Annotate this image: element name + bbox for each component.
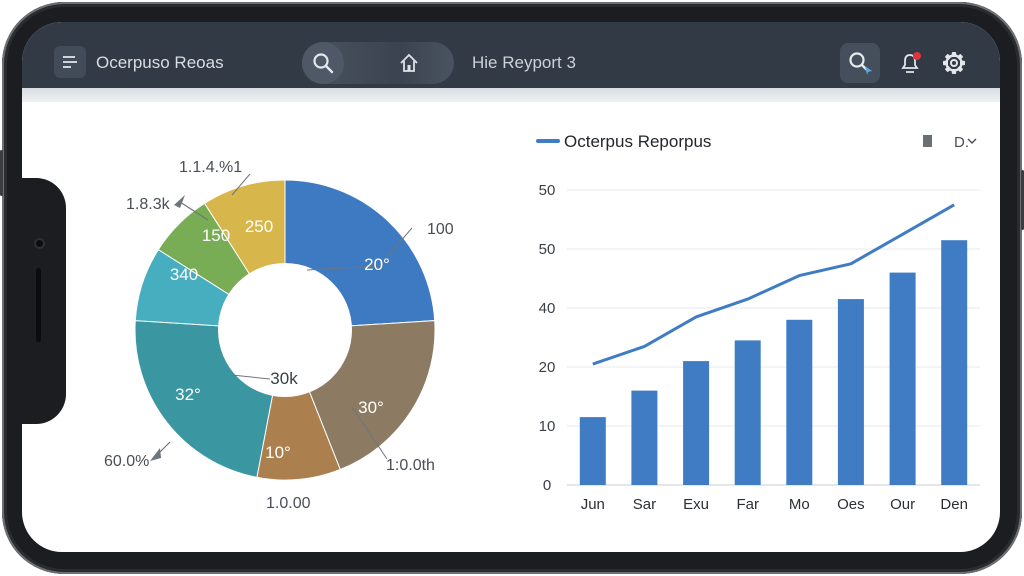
bar — [889, 272, 916, 485]
center-label: 30k — [270, 369, 298, 388]
x-tick-label: Oes — [837, 496, 865, 513]
slice-label: 32° — [175, 385, 201, 404]
annotation-label: 60.0% — [104, 453, 149, 470]
annotation-label: 1.1.4.%1 — [179, 159, 242, 176]
bar — [683, 361, 710, 485]
pie-slice — [256, 328, 341, 481]
series-line — [592, 203, 955, 366]
slice-label: 340 — [170, 265, 198, 284]
header-divider — [22, 88, 1000, 102]
slice-label: 150 — [202, 226, 230, 245]
power-button — [1021, 170, 1024, 230]
chevron-down-icon — [967, 138, 977, 144]
x-tick-label: Den — [940, 496, 968, 513]
home-icon — [400, 53, 418, 72]
x-tick-label: Mo — [789, 496, 810, 513]
menu-icon — [63, 56, 77, 68]
leader-line — [378, 227, 413, 267]
app-screen: Ocerpuso Reoas Hie Reyport 3 — [22, 22, 1000, 552]
bar — [941, 240, 968, 485]
y-tick-label: 20 — [539, 359, 556, 376]
notification-icon — [901, 52, 921, 73]
gear-icon — [943, 52, 965, 74]
y-tick-label: 50 — [539, 182, 556, 199]
slice-label: 250 — [245, 217, 273, 236]
menu-button[interactable] — [54, 46, 86, 78]
slice-label: 10° — [265, 443, 291, 462]
x-tick-label: Sar — [633, 496, 656, 513]
annotation-label: 1.8.3k — [126, 196, 171, 213]
y-tick-label: 40 — [539, 300, 556, 317]
settings-button[interactable] — [934, 43, 974, 83]
arrow-icon — [174, 195, 185, 208]
annotation-label: 1:0.0th — [386, 457, 435, 474]
bar — [734, 340, 761, 485]
leader-line — [179, 201, 209, 221]
camera-icon — [34, 238, 45, 249]
search-action-button[interactable] — [840, 43, 880, 83]
bar-line-chart: Octerpus Reporpus D. 0 10 20 40 50 50 Jun Sar E… — [536, 132, 980, 513]
app-header: Ocerpuso Reoas Hie Reyport 3 — [22, 22, 1000, 88]
y-tick-label: 50 — [539, 241, 556, 258]
search-icon — [313, 53, 334, 74]
search-button[interactable] — [302, 42, 344, 84]
annotation-label: 1.0.00 — [266, 495, 311, 512]
search-icon — [849, 52, 872, 75]
slice-label: 30° — [358, 398, 384, 417]
leader-line — [231, 374, 271, 380]
bar — [837, 299, 864, 485]
slice-label: 20° — [364, 255, 390, 274]
speaker-grille — [36, 268, 41, 342]
annotation-label: 100 — [427, 221, 454, 238]
notifications-button[interactable] — [890, 43, 930, 83]
y-tick-label: 0 — [543, 477, 551, 494]
leader-line — [351, 406, 388, 460]
donut-hole — [218, 263, 352, 397]
legend-label: Octerpus Reporpus — [564, 132, 711, 151]
chart-type-icon — [923, 135, 932, 147]
bar — [631, 390, 658, 485]
app-title: Ocerpuso Reoas — [96, 53, 224, 72]
bar — [786, 319, 813, 485]
report-title: Hie Reyport 3 — [472, 53, 576, 72]
volume-button — [0, 150, 3, 196]
y-tick-label: 10 — [539, 418, 556, 435]
x-tick-label: Far — [736, 496, 759, 513]
donut-chart: 20° 30° 10° 32° 340 150 250 30k 1.1.4.%1… — [104, 159, 454, 512]
dropdown-label: D. — [954, 134, 969, 151]
home-button[interactable] — [394, 48, 424, 78]
leader-line — [155, 441, 171, 457]
dropdown-control[interactable]: D. — [923, 134, 977, 151]
x-tick-label: Exu — [683, 496, 709, 513]
leader-line — [231, 173, 251, 196]
arrow-icon — [150, 448, 161, 461]
x-tick-label: Jun — [581, 496, 605, 513]
bar — [579, 417, 606, 485]
x-tick-label: Our — [890, 496, 915, 513]
device-notch — [22, 178, 66, 424]
leader-line — [306, 265, 380, 271]
